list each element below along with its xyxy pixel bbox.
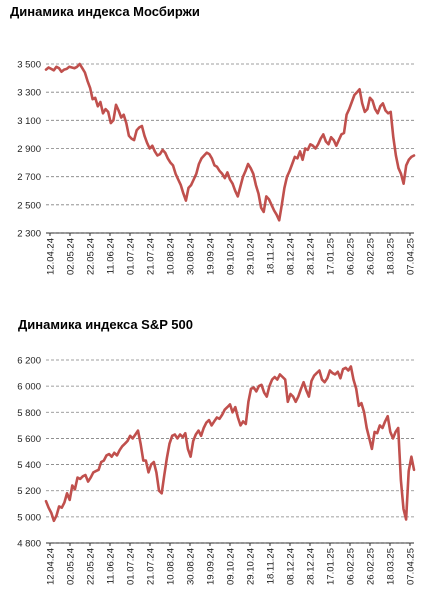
x-tick-label: 12.04.24 <box>46 238 57 275</box>
y-tick-label: 3 300 <box>17 88 41 99</box>
y-tick-label: 4 800 <box>17 539 41 550</box>
x-tick-label: 18.03.25 <box>386 548 397 585</box>
sp500-chart-plot: 4 800 5 000 5 200 5 400 5 600 5 800 6 000 6 200… <box>17 356 417 585</box>
x-tick-label: 17.01.25 <box>326 238 337 275</box>
x-tick-label: 09.10.24 <box>226 238 237 275</box>
x-tick-label: 09.10.24 <box>226 548 237 585</box>
x-tick-label: 22.05.24 <box>86 238 97 275</box>
x-tick-label: 07.04.25 <box>406 238 417 275</box>
x-tick-label: 11.06.24 <box>106 238 117 274</box>
series-line <box>44 62 416 222</box>
y-tick-label: 2 700 <box>17 172 41 183</box>
x-tick-label: 17.01.25 <box>326 548 337 585</box>
moex-chart-plot: 2 300 2 500 2 700 2 900 3 100 3 300 3 500 12.04… <box>17 60 417 275</box>
x-tick-label: 26.02.25 <box>366 238 377 275</box>
x-tick-label: 22.05.24 <box>86 548 97 585</box>
sp500-chart: Динамика индекса S&P 500 4 800 5 000 5 200… <box>0 300 422 608</box>
y-tick-label: 2 300 <box>17 229 41 240</box>
x-tick-label: 18.11.24 <box>266 548 277 584</box>
x-tick-label: 18.11.24 <box>266 238 277 274</box>
x-tick-label: 28.12.24 <box>306 548 317 585</box>
chart-title: Динамика индекса Мосбиржи <box>10 4 200 19</box>
x-tick-label: 28.12.24 <box>306 238 317 275</box>
x-tick-label: 01.07.24 <box>126 238 137 275</box>
y-tick-label: 3 500 <box>17 60 41 71</box>
moex-chart: Динамика индекса Мосбиржи 2 300 2 500 2 70… <box>0 0 422 300</box>
x-tick-label: 30.08.24 <box>186 238 197 275</box>
x-tick-label: 06.02.25 <box>346 238 357 275</box>
y-tick-label: 6 000 <box>17 382 41 393</box>
x-tick-label: 10.08.24 <box>166 238 177 275</box>
y-tick-label: 5 400 <box>17 460 41 471</box>
x-tick-label: 06.02.25 <box>346 548 357 585</box>
x-tick-label: 10.08.24 <box>166 548 177 585</box>
x-tick-label: 26.02.25 <box>366 548 377 585</box>
x-tick-label: 19.09.24 <box>206 548 217 585</box>
x-tick-label: 08.12.24 <box>286 238 297 275</box>
y-tick-label: 2 500 <box>17 200 41 211</box>
x-tick-label: 30.08.24 <box>186 548 197 585</box>
y-tick-label: 5 800 <box>17 408 41 419</box>
y-tick-label: 5 600 <box>17 434 41 445</box>
y-tick-label: 6 200 <box>17 356 41 367</box>
x-tick-label: 21.07.24 <box>146 238 157 275</box>
x-tick-label: 29.10.24 <box>246 238 257 275</box>
x-tick-label: 11.06.24 <box>106 548 117 584</box>
y-tick-label: 5 000 <box>17 512 41 523</box>
chart-title: Динамика индекса S&P 500 <box>18 317 193 332</box>
x-tick-label: 07.04.25 <box>406 548 417 585</box>
y-tick-label: 3 100 <box>17 116 41 127</box>
x-tick-label: 29.10.24 <box>246 548 257 585</box>
x-tick-label: 12.04.24 <box>46 548 57 585</box>
x-tick-label: 18.03.25 <box>386 238 397 275</box>
x-tick-label: 02.05.24 <box>66 238 77 275</box>
y-tick-label: 2 900 <box>17 144 41 155</box>
y-tick-label: 5 200 <box>17 486 41 497</box>
x-tick-label: 02.05.24 <box>66 548 77 585</box>
x-tick-label: 21.07.24 <box>146 548 157 585</box>
x-tick-label: 01.07.24 <box>126 548 137 585</box>
x-tick-label: 19.09.24 <box>206 238 217 275</box>
series-line <box>44 365 416 523</box>
x-tick-label: 08.12.24 <box>286 548 297 585</box>
